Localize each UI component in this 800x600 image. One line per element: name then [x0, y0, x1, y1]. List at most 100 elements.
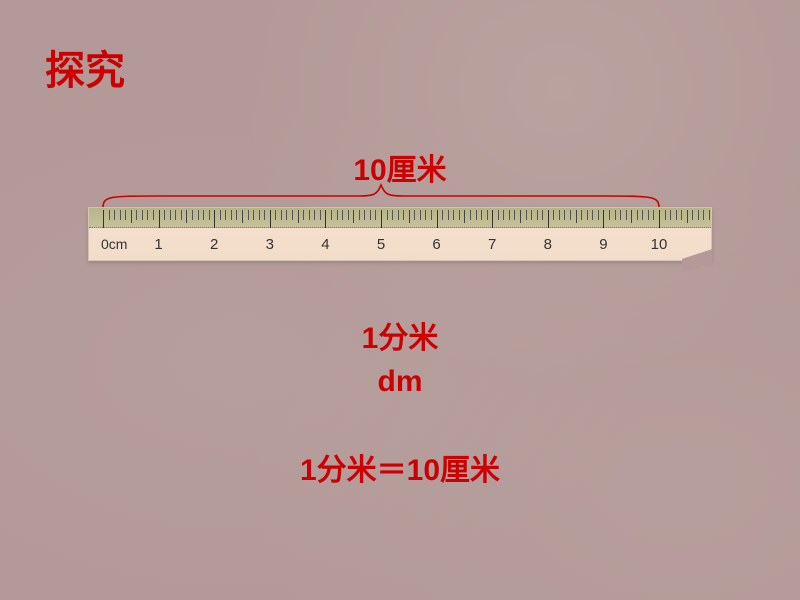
ruler-tick-minor: [670, 210, 671, 220]
ruler-tick-minor: [170, 210, 171, 220]
ruler-tick-minor: [642, 210, 643, 220]
ruler-tick-minor: [631, 210, 632, 223]
ruler-tick-minor: [164, 210, 165, 220]
ruler-tick-minor: [665, 210, 666, 220]
ruler-tick-minor: [687, 210, 688, 223]
ruler-tick-major: [325, 210, 326, 228]
ruler-tick-minor: [387, 210, 388, 220]
ruler-tick-minor: [520, 210, 521, 223]
ruler-tick-minor: [175, 210, 176, 220]
ruler-tick-minor: [286, 210, 287, 220]
ruler-tick-minor: [337, 210, 338, 220]
ruler-tick-minor: [359, 210, 360, 220]
ruler-tick-major: [659, 210, 660, 228]
ruler-tick-minor: [698, 210, 699, 220]
ruler-tick-minor: [203, 210, 204, 220]
ruler-tick-minor: [576, 210, 577, 223]
ruler-tick-minor: [570, 210, 571, 220]
ruler-tick-minor: [598, 210, 599, 220]
ruler-tick-minor: [375, 210, 376, 220]
ruler-tick-minor: [420, 210, 421, 220]
ruler-tick-minor: [553, 210, 554, 220]
ruler-tick-minor: [409, 210, 410, 223]
ruler-tick-major: [381, 210, 382, 228]
ruler-tick-major: [103, 210, 104, 228]
ruler-tick-minor: [147, 210, 148, 220]
ruler-tick-minor: [459, 210, 460, 220]
ruler-tick-major: [214, 210, 215, 228]
ruler-tick-minor: [275, 210, 276, 220]
ruler-tick-minor: [331, 210, 332, 220]
ruler-number: 5: [377, 236, 385, 253]
ruler-tick-minor: [403, 210, 404, 220]
ruler-tick-minor: [342, 210, 343, 220]
ruler-tick-minor: [114, 210, 115, 220]
ruler-tick-minor: [587, 210, 588, 220]
ruler-tick-minor: [109, 210, 110, 220]
ruler-tick-minor: [442, 210, 443, 220]
ruler-tick-minor: [615, 210, 616, 220]
ruler-zero-label: 0cm: [101, 236, 127, 252]
ruler-tick-minor: [192, 210, 193, 220]
ruler-tick-minor: [264, 210, 265, 220]
ruler-tick-minor: [620, 210, 621, 220]
ruler-tick-minor: [248, 210, 249, 220]
ruler-tick-minor: [414, 210, 415, 220]
ruler-tick-minor: [364, 210, 365, 220]
ruler-tick-minor: [509, 210, 510, 220]
title-heading: 探究: [45, 38, 125, 96]
ruler-tick-minor: [692, 210, 693, 220]
ruler-tick-minor: [186, 210, 187, 223]
ruler-number: 6: [432, 236, 440, 253]
ruler-tick-minor: [609, 210, 610, 220]
label-1dm-cn: 1分米: [0, 313, 800, 357]
ruler-tick-minor: [531, 210, 532, 220]
ruler-tick-minor: [703, 210, 704, 220]
ruler-tick-minor: [303, 210, 304, 220]
ruler-tick-minor: [292, 210, 293, 220]
ruler-tick-major: [437, 210, 438, 228]
label-equation: 1分米＝10厘米: [0, 445, 800, 489]
ruler-tick-minor: [559, 210, 560, 220]
ruler-tick-minor: [648, 210, 649, 220]
ruler-tick-major: [159, 210, 160, 228]
ruler-tick-minor: [681, 210, 682, 220]
ruler-tick-minor: [425, 210, 426, 220]
ruler-tick-minor: [125, 210, 126, 220]
ruler-tick-minor: [448, 210, 449, 220]
ruler-tick-minor: [259, 210, 260, 220]
ruler-tick-minor: [514, 210, 515, 220]
ruler-tick-minor: [498, 210, 499, 220]
ruler-tick-minor: [453, 210, 454, 220]
ruler-tick-minor: [431, 210, 432, 220]
ruler-number: 10: [651, 236, 668, 253]
ruler-tick-minor: [153, 210, 154, 220]
ruler-tick-minor: [242, 210, 243, 223]
curly-bracket: [101, 182, 661, 210]
ruler-tick-minor: [526, 210, 527, 220]
ruler-tick-minor: [309, 210, 310, 220]
ruler-tick-minor: [320, 210, 321, 220]
ruler-number: 9: [599, 236, 607, 253]
ruler-tick-minor: [653, 210, 654, 220]
ruler-tick-minor: [314, 210, 315, 220]
ruler-tick-major: [603, 210, 604, 228]
ruler-tick-minor: [281, 210, 282, 220]
ruler-tick-minor: [592, 210, 593, 220]
ruler-tick-minor: [353, 210, 354, 223]
ruler-tick-minor: [637, 210, 638, 220]
ruler-tick-minor: [581, 210, 582, 220]
ruler-number: 4: [321, 236, 329, 253]
ruler-number: 7: [488, 236, 496, 253]
ruler-tick-minor: [220, 210, 221, 220]
ruler-tick-minor: [131, 210, 132, 223]
ruler-tick-minor: [392, 210, 393, 220]
ruler-tick-minor: [142, 210, 143, 220]
ruler-tick-minor: [298, 210, 299, 223]
ruler-tick-minor: [564, 210, 565, 220]
ruler-tick-major: [492, 210, 493, 228]
ruler-tick-minor: [481, 210, 482, 220]
ruler-number: 2: [210, 236, 218, 253]
ruler-number: 1: [154, 236, 162, 253]
ruler-scale-band: [89, 208, 711, 228]
